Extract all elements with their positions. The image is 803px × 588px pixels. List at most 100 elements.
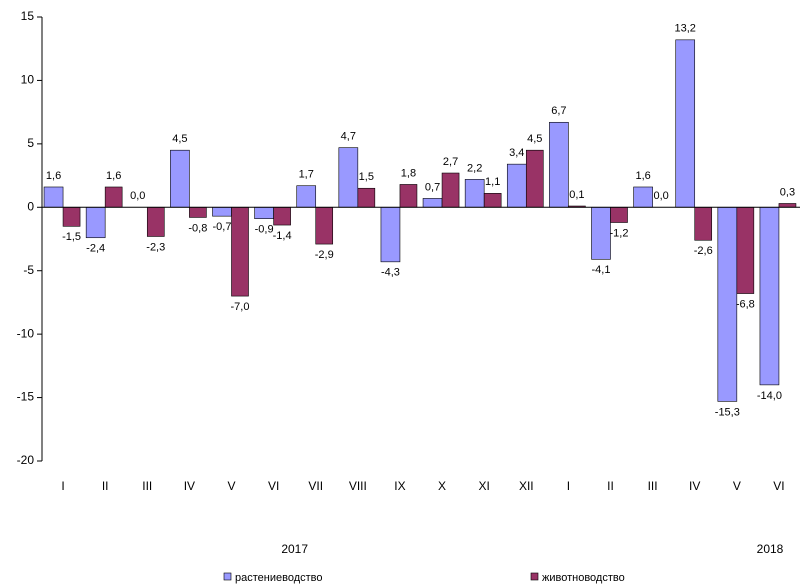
value-label: 0,0 — [653, 190, 668, 202]
x-tick-label: V — [733, 479, 741, 493]
value-label: 1,6 — [106, 170, 121, 182]
value-label: -15,3 — [715, 406, 740, 418]
legend-label: животноводство — [542, 572, 625, 584]
y-tick-label: 5 — [27, 136, 34, 150]
value-label: 13,2 — [675, 23, 696, 35]
x-tick-label: VI — [773, 479, 784, 493]
bar — [759, 206, 780, 386]
x-tick-label: IX — [394, 479, 405, 493]
x-tick-label: X — [438, 479, 446, 493]
bar — [591, 206, 611, 260]
bar — [483, 193, 502, 208]
group-label: 2018 — [757, 542, 784, 556]
value-label: -6,8 — [736, 298, 755, 310]
bar — [338, 147, 359, 208]
x-tick-label: II — [607, 479, 614, 493]
bar — [254, 206, 274, 220]
value-label: -1,4 — [273, 230, 292, 242]
bar — [464, 179, 485, 208]
value-label: -2,6 — [694, 245, 713, 257]
value-label: 1,1 — [485, 176, 500, 188]
x-tick-label: XII — [519, 479, 534, 493]
value-label: 0,7 — [425, 181, 440, 193]
legend-swatch — [530, 572, 539, 581]
bar — [675, 39, 696, 208]
value-label: 0,1 — [569, 189, 584, 201]
x-tick-label: I — [567, 479, 570, 493]
bar — [104, 186, 123, 208]
value-label: -4,1 — [592, 264, 611, 276]
value-label: -14,0 — [757, 390, 782, 402]
bar — [399, 184, 418, 208]
bar — [189, 206, 207, 218]
bar — [357, 187, 376, 208]
value-label: 1,6 — [635, 170, 650, 182]
bar — [549, 121, 569, 208]
value-label: 2,2 — [467, 162, 482, 174]
value-label: 0,3 — [780, 186, 795, 198]
bar — [170, 149, 190, 208]
bar — [694, 206, 713, 241]
bar — [422, 198, 443, 208]
y-tick-label: -20 — [17, 453, 35, 467]
value-label: -2,4 — [86, 243, 105, 255]
x-tick-label: VI — [268, 479, 279, 493]
value-label: 1,7 — [299, 169, 314, 181]
bar — [212, 206, 232, 217]
x-tick-label: I — [61, 479, 64, 493]
y-tick-label: -15 — [17, 390, 35, 404]
value-label: -7,0 — [231, 301, 250, 313]
value-label: 2,7 — [443, 156, 458, 168]
value-label: 3,4 — [509, 147, 524, 159]
value-label: 6,7 — [551, 105, 566, 117]
legend-label: растениеводство — [235, 572, 323, 584]
bar — [441, 172, 460, 208]
x-tick-label: III — [648, 479, 658, 493]
value-label: -2,3 — [146, 241, 165, 253]
bar — [85, 206, 106, 239]
y-tick-label: -10 — [17, 326, 35, 340]
x-tick-label: IV — [689, 479, 700, 493]
bar — [43, 186, 64, 208]
y-tick-label: 15 — [21, 9, 35, 23]
value-label: 1,6 — [46, 170, 61, 182]
bar — [525, 149, 544, 208]
bar — [273, 206, 291, 226]
value-label: 1,5 — [359, 171, 374, 183]
legend-swatch — [223, 572, 232, 581]
bar — [506, 163, 527, 208]
bar — [380, 206, 401, 263]
y-tick-label: 0 — [27, 199, 34, 213]
value-label: 4,5 — [527, 133, 542, 145]
value-label: 4,5 — [172, 133, 187, 145]
x-tick-label: VII — [308, 479, 323, 493]
y-tick-label: -5 — [23, 263, 34, 277]
bar — [146, 206, 165, 237]
value-label: -2,9 — [315, 249, 334, 261]
x-tick-label: II — [102, 479, 109, 493]
value-label: -4,3 — [381, 267, 400, 279]
value-label: -0,7 — [213, 221, 232, 233]
bar — [296, 185, 317, 208]
bar — [633, 186, 653, 208]
group-label: 2017 — [281, 542, 308, 556]
bar — [717, 206, 738, 402]
y-tick-label: 10 — [21, 73, 35, 87]
value-label: 0,0 — [130, 190, 145, 202]
bar — [62, 206, 81, 227]
value-label: 1,8 — [401, 167, 416, 179]
bar — [231, 206, 249, 297]
value-label: 4,7 — [341, 131, 356, 143]
value-label: -1,2 — [610, 227, 629, 239]
value-label: -1,5 — [62, 231, 81, 243]
x-tick-label: VIII — [349, 479, 367, 493]
value-label: -0,9 — [255, 224, 274, 236]
value-label: -0,8 — [188, 222, 207, 234]
x-tick-label: IV — [184, 479, 195, 493]
bar — [736, 206, 755, 294]
x-tick-label: V — [227, 479, 235, 493]
bar — [315, 206, 334, 245]
x-tick-label: XI — [478, 479, 489, 493]
bar — [778, 203, 797, 208]
